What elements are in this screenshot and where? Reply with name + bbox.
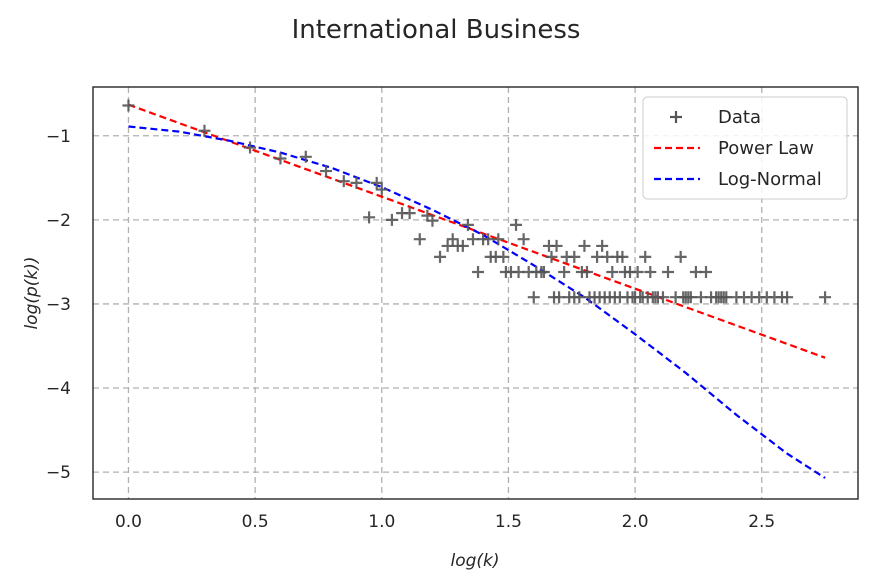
data-point xyxy=(580,265,593,278)
data-point xyxy=(662,265,675,278)
data-point xyxy=(413,233,426,246)
data-point xyxy=(122,99,135,112)
data-point xyxy=(596,239,609,252)
legend-label-data: Data xyxy=(718,107,761,128)
legend-box xyxy=(642,96,848,200)
y-tick-label: −2 xyxy=(46,211,71,231)
data-point xyxy=(720,291,733,304)
data-point xyxy=(497,250,510,263)
y-axis-ticks: −1 −2 −3 −4 −5 xyxy=(46,127,71,483)
legend-label-log-normal: Log-Normal xyxy=(718,169,822,190)
data-point xyxy=(694,291,707,304)
data-point xyxy=(517,233,530,246)
data-point xyxy=(819,291,832,304)
y-axis-label: log(p(k)) xyxy=(22,256,42,329)
data-point xyxy=(601,250,614,263)
y-tick-label: −3 xyxy=(46,295,71,315)
x-axis-label: log(k) xyxy=(450,551,499,571)
data-point xyxy=(482,233,495,246)
scatter-points xyxy=(122,99,832,304)
data-point xyxy=(426,214,439,227)
data-point xyxy=(545,250,558,263)
legend-label-power-law: Power Law xyxy=(718,138,814,159)
data-point xyxy=(553,291,566,304)
x-tick-label: 1.5 xyxy=(495,512,522,532)
x-tick-label: 0.0 xyxy=(115,512,142,532)
data-point xyxy=(512,265,525,278)
data-point xyxy=(375,183,388,196)
data-point xyxy=(656,291,669,304)
data-point xyxy=(700,265,713,278)
data-point xyxy=(370,176,383,189)
data-point xyxy=(689,265,702,278)
y-tick-label: −4 xyxy=(46,379,71,399)
data-point xyxy=(363,211,376,224)
data-point xyxy=(456,239,469,252)
chart-title: International Business xyxy=(292,15,581,45)
data-point xyxy=(537,265,550,278)
data-point xyxy=(441,239,454,252)
legend: Data Power Law Log-Normal xyxy=(642,96,848,200)
data-point xyxy=(573,291,586,304)
x-tick-label: 0.5 xyxy=(242,512,269,532)
data-point xyxy=(274,152,287,165)
data-point xyxy=(639,250,652,263)
x-tick-label: 1.0 xyxy=(368,512,395,532)
x-axis-ticks: 0.0 0.5 1.0 1.5 2.0 2.5 xyxy=(115,512,775,532)
data-point xyxy=(527,291,540,304)
data-point xyxy=(591,250,604,263)
data-point xyxy=(631,265,644,278)
data-point xyxy=(578,239,591,252)
data-point xyxy=(510,218,523,231)
data-point xyxy=(550,239,563,252)
data-point xyxy=(568,250,581,263)
y-tick-label: −5 xyxy=(46,463,71,483)
data-point xyxy=(403,207,416,220)
data-point xyxy=(320,165,333,178)
x-tick-label: 2.0 xyxy=(622,512,649,532)
data-point xyxy=(244,141,257,154)
data-point xyxy=(434,250,447,263)
data-point xyxy=(674,250,687,263)
plot-frame xyxy=(92,86,859,500)
data-point xyxy=(558,265,571,278)
grid xyxy=(93,87,858,499)
data-point xyxy=(461,218,474,231)
data-point xyxy=(446,233,459,246)
data-point xyxy=(644,265,657,278)
data-point xyxy=(466,233,479,246)
log-normal-line xyxy=(128,125,826,479)
data-point xyxy=(616,250,629,263)
data-point xyxy=(198,124,211,137)
data-point xyxy=(385,213,398,226)
data-point xyxy=(684,291,697,304)
data-point xyxy=(606,265,619,278)
data-point xyxy=(350,176,363,189)
data-point xyxy=(337,175,350,188)
data-point xyxy=(472,265,485,278)
data-point xyxy=(781,291,794,304)
y-tick-label: −1 xyxy=(46,127,71,147)
x-tick-label: 2.5 xyxy=(748,512,775,532)
data-point xyxy=(492,233,505,246)
legend-marker-data xyxy=(670,111,682,123)
data-point xyxy=(299,150,312,163)
